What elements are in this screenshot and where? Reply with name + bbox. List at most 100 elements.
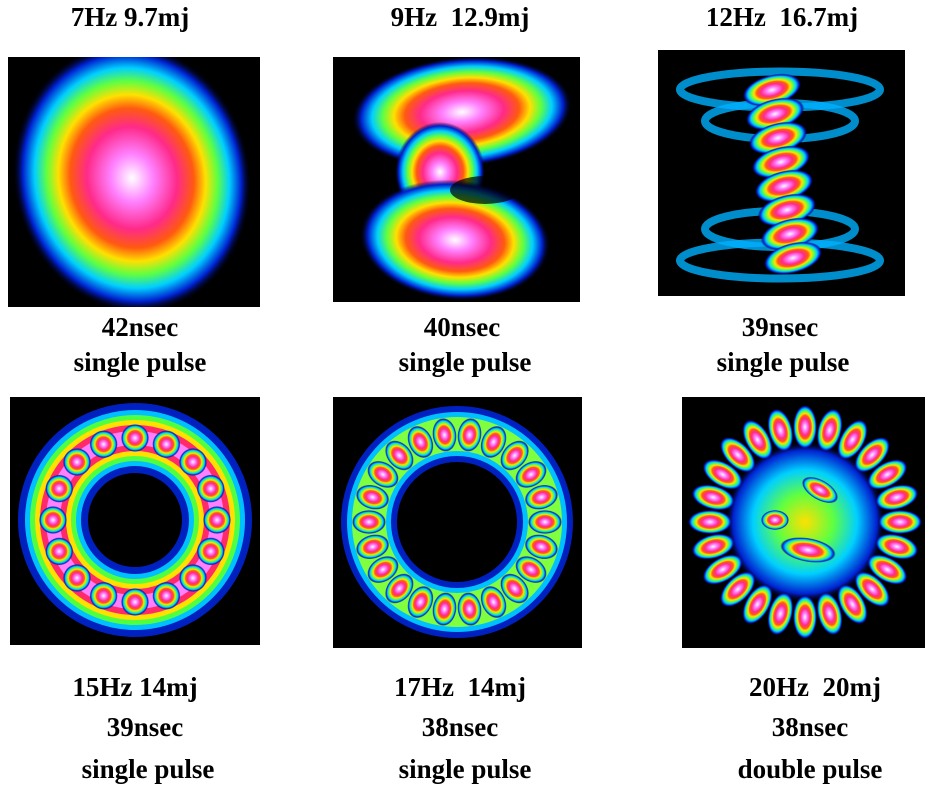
beam-profile [658, 50, 905, 296]
beam-spot [816, 408, 843, 452]
beam-spot [767, 592, 794, 636]
duration: 42nsec [102, 312, 179, 342]
beam-spot [767, 408, 794, 452]
beam-spot [178, 448, 207, 477]
beam-spot [702, 554, 743, 585]
beam-spot [355, 484, 390, 510]
beam-spot [178, 563, 207, 592]
beam-image [18, 403, 252, 637]
beam-spot [203, 506, 231, 534]
beam-spot [688, 510, 732, 534]
duration: 39nsec [107, 712, 184, 742]
beam-spot [878, 510, 922, 534]
beam-profile [333, 397, 582, 648]
pulse-type: single pulse [74, 347, 207, 377]
duration: 40nsec [424, 312, 501, 342]
beam-spot [355, 534, 390, 560]
beam-spot [854, 571, 890, 607]
beam-profile [8, 57, 260, 307]
beam-spot [720, 437, 756, 473]
pulse-type: single pulse [399, 347, 532, 377]
beam-spot [801, 476, 839, 504]
beam-spot [480, 585, 507, 619]
beam-spot [432, 592, 457, 627]
beam-spot [837, 584, 868, 625]
beam-spot [45, 537, 74, 566]
beam-spot [780, 537, 836, 563]
beam-spot [742, 584, 773, 625]
beam-spot [196, 537, 225, 566]
duration: 38nsec [772, 712, 849, 742]
beam-spot [528, 510, 562, 534]
beam-spot [725, 442, 885, 602]
beam-spot [152, 430, 181, 459]
pulse-type: double pulse [738, 754, 883, 784]
beam-spot [367, 460, 399, 489]
beam-spot [515, 460, 547, 489]
beam-image [688, 405, 922, 639]
beam-spot [761, 510, 789, 530]
beam-spot [45, 474, 74, 503]
beam-spot [524, 484, 559, 510]
beam-spot [875, 484, 919, 511]
beam-profile [333, 57, 580, 302]
heading: 15Hz 14mj [72, 672, 197, 702]
beam-spot [457, 592, 482, 627]
duration: 39nsec [742, 312, 819, 342]
beam-spot [121, 424, 149, 452]
beam-gap [450, 176, 520, 204]
beam-spot [500, 440, 529, 471]
beam-image [352, 57, 572, 301]
pulse-type: single pulse [399, 754, 532, 784]
beam-spot [793, 405, 817, 449]
beam-spot [875, 533, 919, 560]
beam-spot [63, 563, 92, 592]
beam-spot [793, 595, 817, 639]
beam-spot [816, 592, 843, 636]
beam-spot [196, 474, 225, 503]
beam-spot [367, 555, 399, 584]
beam-spot [763, 241, 823, 275]
beam-spot [360, 179, 550, 301]
beam-spot [89, 430, 118, 459]
beam-spot [457, 417, 482, 452]
beam-profile [10, 397, 260, 645]
beam-spot [691, 533, 735, 560]
beam-spot [121, 588, 149, 616]
beam-spot [152, 581, 181, 610]
beam-image [13, 57, 251, 307]
duration: 38nsec [422, 712, 499, 742]
beam-spot [524, 534, 559, 560]
heading: 17Hz 14mj [394, 672, 526, 702]
beam-profile [682, 397, 925, 648]
beam-spot [352, 510, 386, 534]
beam-image [341, 406, 573, 638]
beam-spot [407, 585, 434, 619]
beam-spot [407, 425, 434, 459]
pulse-type: single pulse [717, 347, 850, 377]
beam-spot [867, 554, 908, 585]
beam-spot [500, 573, 529, 604]
beam-spot [854, 437, 890, 473]
beam-spot [480, 425, 507, 459]
beam-spot [432, 417, 457, 452]
beam-spot [63, 448, 92, 477]
beam-spot [742, 419, 773, 460]
beam-spot [89, 581, 118, 610]
heading: 12Hz 16.7mj [706, 2, 858, 32]
beam-spot [837, 419, 868, 460]
heading: 9Hz 12.9mj [391, 2, 530, 32]
beam-spot [385, 440, 414, 471]
beam-spot [702, 459, 743, 490]
heading: 20Hz 20mj [749, 672, 881, 702]
beam-spot [39, 506, 67, 534]
heading: 7Hz 9.7mj [71, 2, 189, 32]
beam-spot [515, 555, 547, 584]
beam-spot [867, 459, 908, 490]
pulse-type: single pulse [82, 754, 215, 784]
beam-spot [720, 571, 756, 607]
beam-spot [13, 57, 251, 307]
beam-spot [385, 573, 414, 604]
beam-image [676, 67, 884, 283]
